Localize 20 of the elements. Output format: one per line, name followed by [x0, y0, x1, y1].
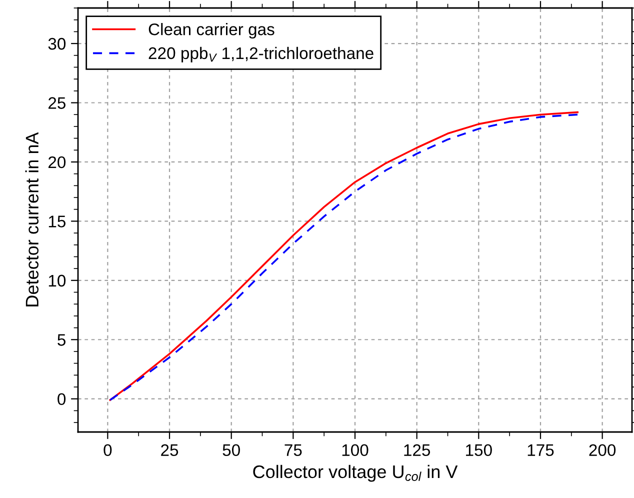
y-axis-title: Detector current in nA	[25, 132, 39, 306]
y-tick-label: 30	[48, 38, 66, 50]
x-tick-label: 150	[466, 444, 492, 456]
x-tick-label: 125	[404, 444, 430, 456]
legend-label: Clean carrier gas	[148, 23, 274, 39]
x-tick-label: 25	[161, 444, 178, 456]
legend-label: 220 ppb$_{V}$ 1,1,2-trichloroethane	[148, 46, 374, 62]
x-tick-label: 175	[528, 444, 554, 456]
y-tick-label: 15	[48, 216, 66, 228]
x-tick-label: 50	[222, 444, 240, 456]
x-tick-label: 0	[104, 444, 112, 456]
y-tick-label: 25	[48, 97, 66, 109]
x-tick-label: 100	[342, 444, 368, 456]
y-tick-label: 0	[58, 393, 66, 406]
x-tick-label: 75	[284, 444, 302, 456]
y-tick-label: 20	[48, 156, 66, 168]
x-tick-label: 200	[589, 444, 616, 456]
y-tick-label: 10	[48, 274, 66, 287]
y-tick-label: 5	[58, 334, 66, 346]
x-axis-title: Collector voltage U$_{col}$ in V	[253, 464, 458, 482]
